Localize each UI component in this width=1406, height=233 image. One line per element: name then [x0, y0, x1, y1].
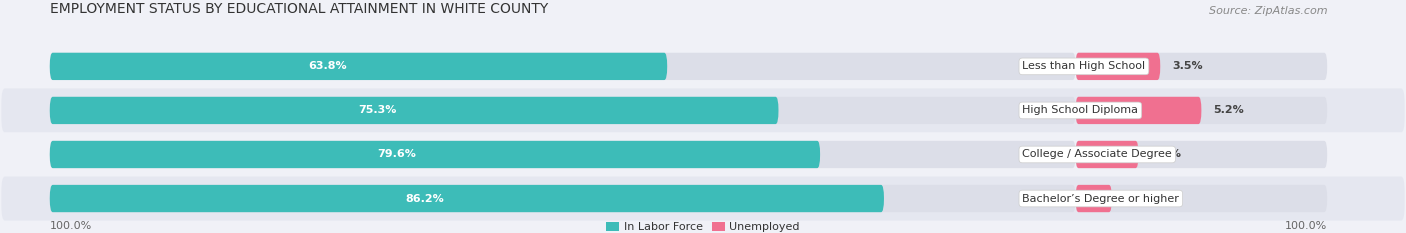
- FancyBboxPatch shape: [1076, 97, 1327, 124]
- Text: 79.6%: 79.6%: [377, 150, 416, 159]
- FancyBboxPatch shape: [1, 177, 1405, 221]
- FancyBboxPatch shape: [1076, 185, 1112, 212]
- Text: College / Associate Degree: College / Associate Degree: [1022, 150, 1173, 159]
- FancyBboxPatch shape: [49, 141, 1076, 168]
- Text: 100.0%: 100.0%: [49, 221, 91, 230]
- Text: Source: ZipAtlas.com: Source: ZipAtlas.com: [1209, 6, 1327, 16]
- FancyBboxPatch shape: [49, 97, 779, 124]
- FancyBboxPatch shape: [1, 44, 1405, 88]
- Text: High School Diploma: High School Diploma: [1022, 106, 1139, 115]
- FancyBboxPatch shape: [1076, 97, 1201, 124]
- Legend: In Labor Force, Unemployed: In Labor Force, Unemployed: [606, 222, 800, 232]
- FancyBboxPatch shape: [1, 133, 1405, 177]
- Text: 5.2%: 5.2%: [1213, 106, 1244, 115]
- FancyBboxPatch shape: [49, 53, 1076, 80]
- Text: 75.3%: 75.3%: [359, 106, 396, 115]
- Text: EMPLOYMENT STATUS BY EDUCATIONAL ATTAINMENT IN WHITE COUNTY: EMPLOYMENT STATUS BY EDUCATIONAL ATTAINM…: [49, 2, 548, 16]
- Text: 3.5%: 3.5%: [1171, 61, 1202, 71]
- FancyBboxPatch shape: [49, 185, 1076, 212]
- FancyBboxPatch shape: [49, 53, 668, 80]
- FancyBboxPatch shape: [49, 185, 884, 212]
- FancyBboxPatch shape: [49, 97, 1076, 124]
- Text: 2.6%: 2.6%: [1150, 150, 1181, 159]
- FancyBboxPatch shape: [1076, 53, 1160, 80]
- Text: 86.2%: 86.2%: [406, 194, 444, 204]
- Text: 63.8%: 63.8%: [308, 61, 347, 71]
- FancyBboxPatch shape: [1076, 141, 1327, 168]
- FancyBboxPatch shape: [1076, 185, 1327, 212]
- FancyBboxPatch shape: [49, 141, 820, 168]
- FancyBboxPatch shape: [1076, 53, 1327, 80]
- Text: 1.5%: 1.5%: [1123, 194, 1154, 204]
- Text: Less than High School: Less than High School: [1022, 61, 1146, 71]
- Text: 100.0%: 100.0%: [1285, 221, 1327, 230]
- Text: Bachelor’s Degree or higher: Bachelor’s Degree or higher: [1022, 194, 1180, 204]
- FancyBboxPatch shape: [1, 88, 1405, 133]
- FancyBboxPatch shape: [1076, 141, 1139, 168]
